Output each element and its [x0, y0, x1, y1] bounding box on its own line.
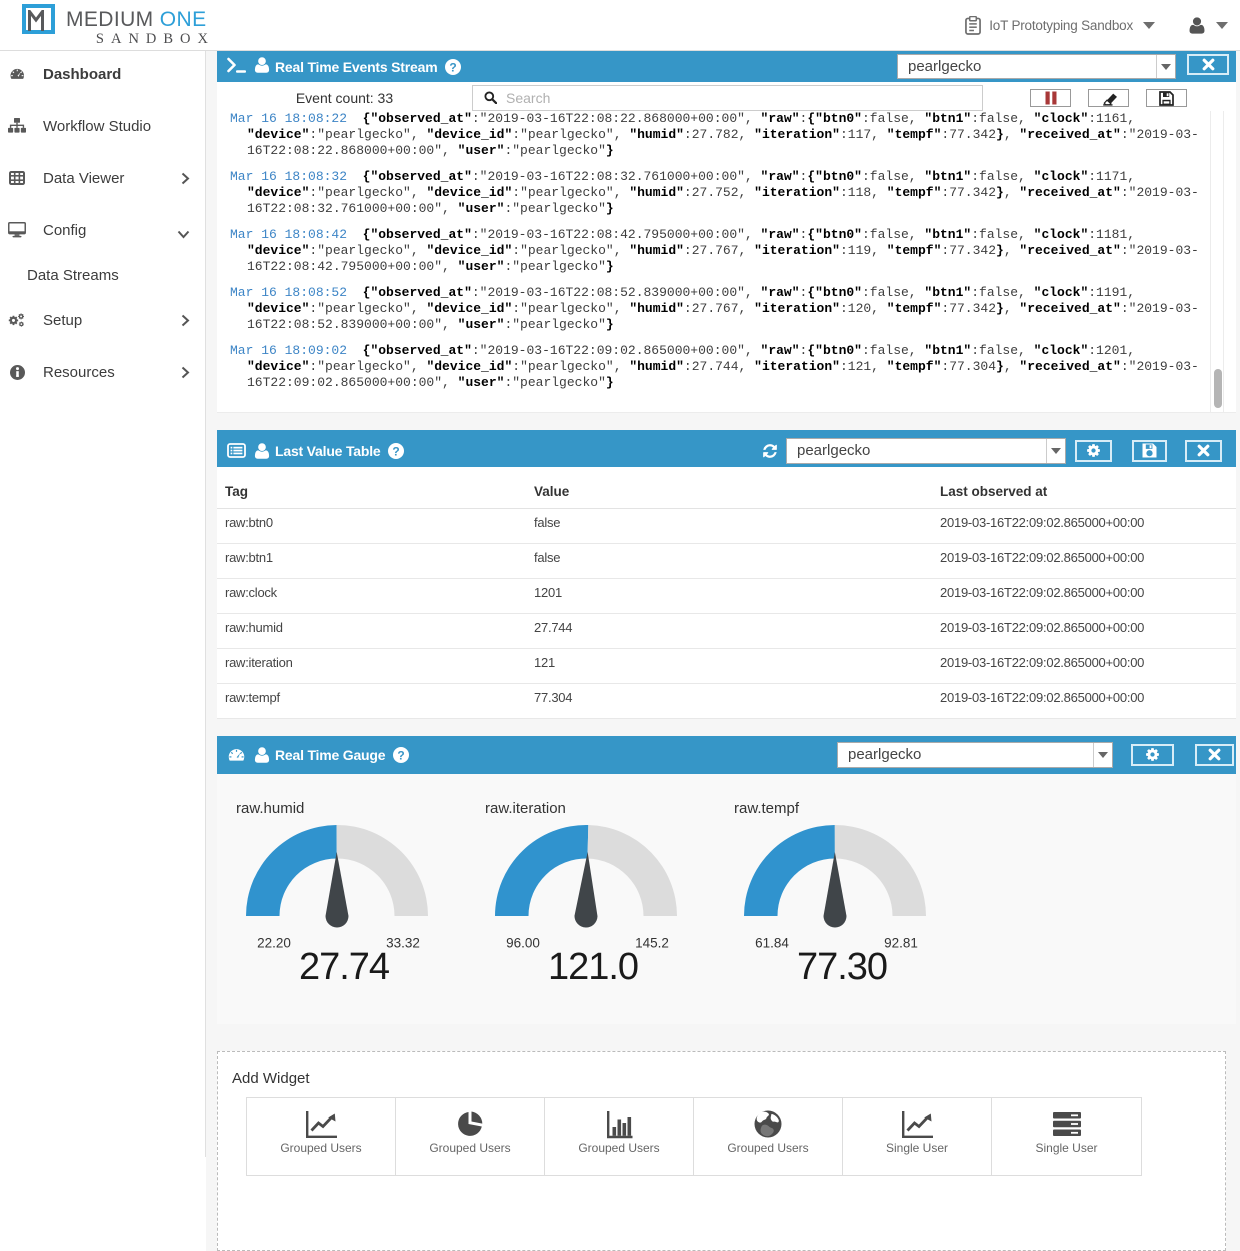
svg-text:22.20: 22.20	[257, 935, 291, 950]
svg-text:96.00: 96.00	[506, 935, 540, 950]
svg-text:33.32: 33.32	[386, 935, 420, 950]
svg-text:92.81: 92.81	[884, 935, 918, 950]
svg-text:?: ?	[398, 748, 405, 762]
svg-text:?: ?	[393, 444, 400, 458]
svg-text:145.2: 145.2	[635, 935, 669, 950]
svg-text:?: ?	[450, 60, 457, 74]
svg-text:61.84: 61.84	[755, 935, 789, 950]
